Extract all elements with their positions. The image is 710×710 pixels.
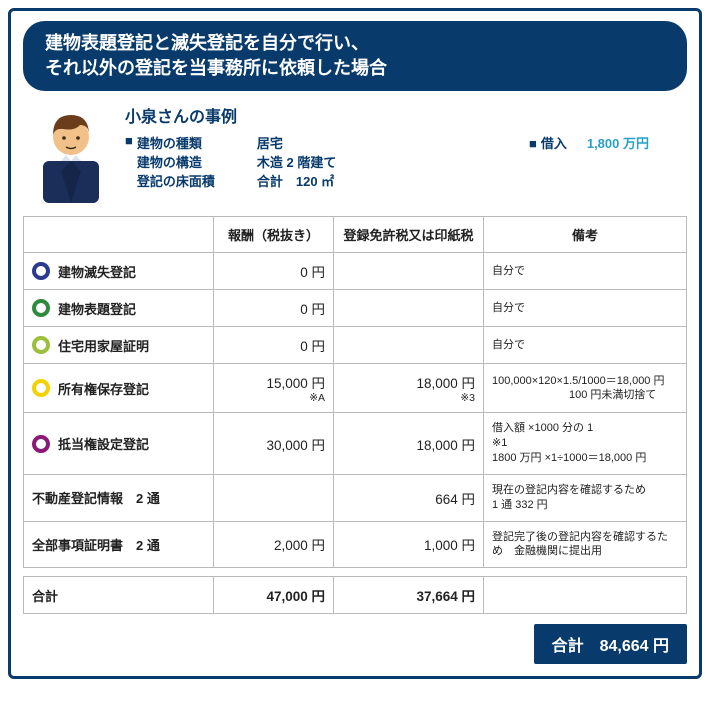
ring-icon <box>32 379 50 397</box>
case-block: 小泉さんの事例 ■建物の種類居宅 ■建物の構造木造 2 階建て ■登記の床面積合… <box>23 91 687 216</box>
col-fee: 報酬（税抜き） <box>214 217 334 253</box>
subtotal-table: 合計 47,000 円 37,664 円 <box>23 576 687 614</box>
header-line2: それ以外の登記を当事務所に依頼した場合 <box>45 56 665 81</box>
item-label: 住宅用家屋証明 <box>58 336 149 355</box>
col-tax: 登録免許税又は印紙税 <box>334 217 484 253</box>
case-info: 小泉さんの事例 ■建物の種類居宅 ■建物の構造木造 2 階建て ■登記の床面積合… <box>125 103 679 206</box>
ring-icon <box>32 435 50 453</box>
item-label: 抵当権設定登記 <box>58 434 149 453</box>
ring-icon <box>32 262 50 280</box>
case-loan: ■借入1,800 万円 <box>529 133 679 190</box>
table-header-row: 報酬（税抜き） 登録免許税又は印紙税 備考 <box>24 217 687 253</box>
ring-icon <box>32 336 50 354</box>
table-row: 住宅用家屋証明0 円自分で <box>24 327 687 364</box>
case-title: 小泉さんの事例 <box>125 103 679 127</box>
col-note: 備考 <box>484 217 687 253</box>
item-label: 建物滅失登記 <box>58 262 136 281</box>
table-row: 不動産登記情報 2 通664 円現在の登記内容を確認するため 1 通 332 円 <box>24 474 687 521</box>
table-row: 建物滅失登記0 円自分で <box>24 253 687 290</box>
subtotal-row: 合計 47,000 円 37,664 円 <box>24 577 687 614</box>
cost-card: 建物表題登記と滅失登記を自分で行い、 それ以外の登記を当事務所に依頼した場合 小… <box>8 8 702 679</box>
item-label: 所有権保存登記 <box>58 379 149 398</box>
square-icon: ■ <box>529 136 537 151</box>
item-label: 建物表題登記 <box>58 299 136 318</box>
table-row: 全部事項証明書 2 通2,000 円1,000 円登記完了後の登記内容を確認する… <box>24 521 687 568</box>
avatar <box>31 103 111 206</box>
table-row: 所有権保存登記15,000 円※A18,000 円※3100,000×120×1… <box>24 364 687 413</box>
subtotal-fee: 47,000 円 <box>214 577 334 614</box>
square-icon: ■ <box>125 133 133 152</box>
subtotal-label: 合計 <box>24 577 214 614</box>
table-row: 建物表題登記0 円自分で <box>24 290 687 327</box>
ring-icon <box>32 299 50 317</box>
subtotal-tax: 37,664 円 <box>334 577 484 614</box>
grand-total: 合計 84,664 円 <box>23 624 687 664</box>
table-row: 抵当権設定登記30,000 円18,000 円借入額 ×1000 分の 1 ※1… <box>24 413 687 475</box>
cost-table: 報酬（税抜き） 登録免許税又は印紙税 備考 建物滅失登記0 円自分で建物表題登記… <box>23 216 687 568</box>
case-details: ■建物の種類居宅 ■建物の構造木造 2 階建て ■登記の床面積合計 120 ㎡ <box>125 133 336 190</box>
card-header: 建物表題登記と滅失登記を自分で行い、 それ以外の登記を当事務所に依頼した場合 <box>23 21 687 91</box>
header-line1: 建物表題登記と滅失登記を自分で行い、 <box>45 31 665 56</box>
col-item <box>24 217 214 253</box>
grand-total-box: 合計 84,664 円 <box>534 624 687 664</box>
